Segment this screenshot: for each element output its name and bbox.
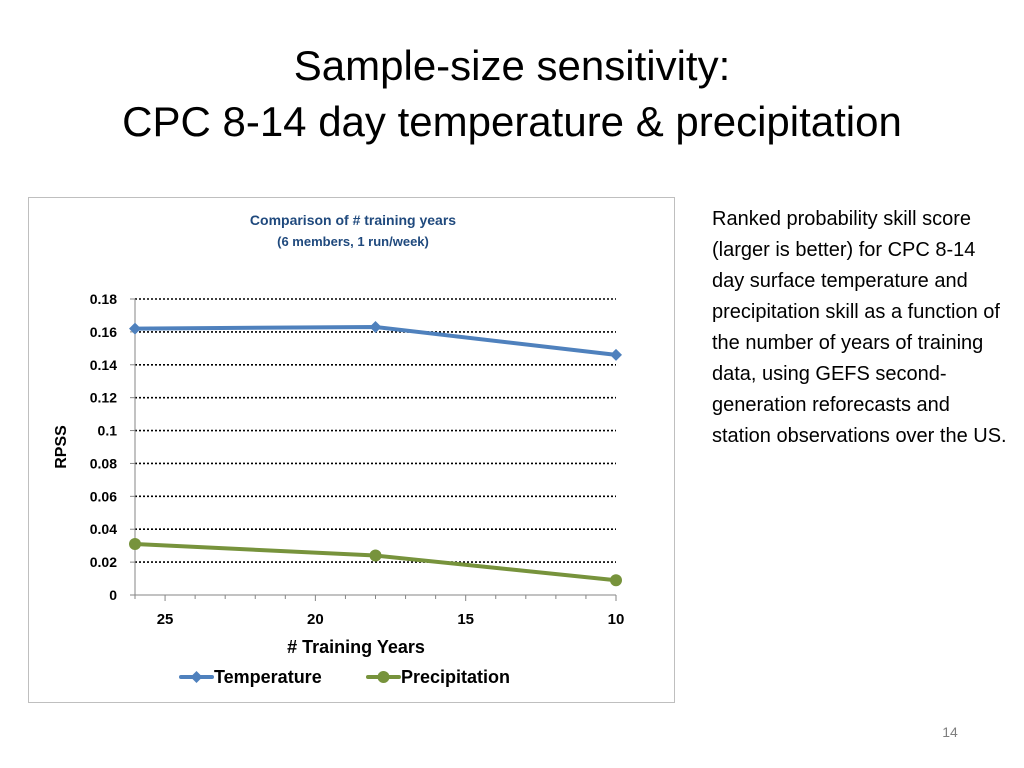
- y-tick-label: 0.18: [90, 291, 117, 307]
- x-tick-label: 20: [307, 611, 324, 628]
- slide-title: Sample-size sensitivity: CPC 8-14 day te…: [0, 38, 1024, 150]
- y-tick-label: 0.04: [90, 521, 117, 537]
- chart-subtitle: (6 members, 1 run/week): [277, 234, 429, 249]
- rpss-line-chart: Comparison of # training years (6 member…: [53, 212, 625, 687]
- y-tick-label: 0.1: [98, 423, 118, 439]
- x-tick-label: 10: [608, 611, 625, 628]
- y-tick-label: 0.12: [90, 390, 117, 406]
- y-tick-label: 0.14: [90, 357, 117, 373]
- legend-item-precipitation: Precipitation: [366, 667, 510, 687]
- slide-title-line-2: CPC 8-14 day temperature & precipitation: [122, 98, 902, 145]
- y-tick-label: 0: [109, 587, 117, 603]
- legend-item-temperature: Temperature: [179, 667, 322, 687]
- precipitation-point: [610, 574, 622, 587]
- y-tick-label: 0.16: [90, 324, 117, 340]
- chart-title: Comparison of # training years: [250, 212, 456, 228]
- series: [129, 320, 622, 587]
- y-tick-label: 0.06: [90, 488, 117, 504]
- y-tick-label: 0.08: [90, 455, 117, 471]
- x-tick-label: 25: [157, 611, 174, 628]
- y-axis-label: RPSS: [53, 425, 70, 469]
- slide-title-line-1: Sample-size sensitivity:: [293, 42, 731, 89]
- gridlines: [135, 298, 616, 563]
- legend-label: Temperature: [214, 667, 322, 687]
- legend-circle-marker: [377, 671, 390, 683]
- chart-frame: Comparison of # training years (6 member…: [28, 197, 675, 703]
- legend-label: Precipitation: [401, 667, 510, 687]
- x-axis-label: # Training Years: [287, 637, 425, 657]
- chart-description: Ranked probability skill score (larger i…: [712, 208, 1007, 447]
- legend: Temperature Precipitation: [179, 667, 510, 687]
- y-tick-label: 0.02: [90, 554, 117, 570]
- precipitation-point: [129, 538, 141, 551]
- temperature-point: [610, 348, 622, 361]
- precipitation-point: [369, 549, 382, 562]
- legend-diamond-marker: [190, 671, 203, 683]
- temperature-point: [129, 322, 141, 335]
- x-tick-label: 15: [457, 611, 474, 628]
- axes: 0 0.02 0.04 0.06 0.08 0.1 0.12 0.14 0.16 0.18 25 20…: [90, 291, 625, 628]
- page-number: 14: [942, 724, 958, 740]
- temperature-point: [369, 320, 382, 333]
